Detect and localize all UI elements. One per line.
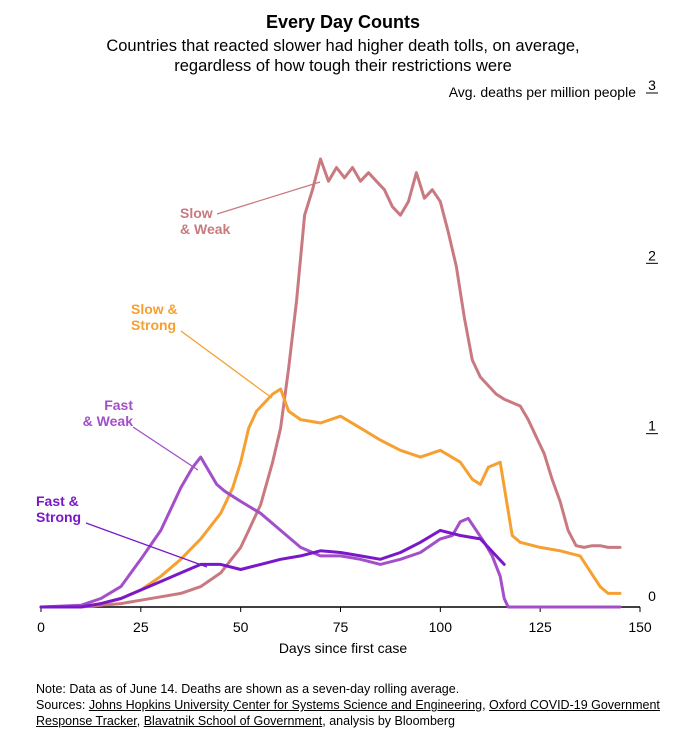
- y-axis-label: Avg. deaths per million people: [448, 84, 636, 100]
- x-tick-label-125: 125: [528, 619, 552, 635]
- x-axis-label: Days since first case: [278, 640, 408, 656]
- series-label-slow-strong-line-1: Strong: [131, 317, 176, 333]
- series-line-slow-weak: [39, 157, 622, 609]
- subtitle-line-1: Countries that reacted slower had higher…: [106, 37, 580, 55]
- note-text: Note: Data as of June 14. Deaths are sho…: [36, 682, 460, 696]
- series-label-fast-strong-line-1: Strong: [36, 509, 81, 525]
- leader-line-fast-weak: [132, 426, 199, 471]
- y-tick-label-0: 0: [648, 588, 656, 604]
- sources-text: Sources: Johns Hopkins University Center…: [36, 698, 660, 728]
- sources-suffix: , analysis by Bloomberg: [322, 714, 455, 728]
- sources-prefix: Sources:: [36, 698, 89, 712]
- source-link-oxford[interactable]: Oxford COVID-19 Government Response Trac…: [36, 698, 660, 728]
- series-label-slow-weak-line-1: & Weak: [180, 221, 231, 237]
- y-tick-label-1: 1: [648, 418, 656, 434]
- series-label-fast-weak-line-1: & Weak: [83, 413, 134, 429]
- chart-notes: Note: Data as of June 14. Deaths are sho…: [36, 681, 666, 729]
- source-link-jhu[interactable]: Johns Hopkins University Center for Syst…: [88, 698, 483, 712]
- series-line-slow-strong: [39, 387, 622, 609]
- x-tick-label-50: 50: [233, 619, 249, 635]
- series-label-slow-weak-line-0: Slow: [180, 205, 213, 221]
- source-link-blavatnik[interactable]: Blavatnik School of Government: [143, 714, 323, 728]
- leader-line-fast-strong: [85, 522, 208, 568]
- series-label-fast-strong-line-0: Fast &: [36, 493, 79, 509]
- series-label-fast-weak-line-0: Fast: [104, 397, 133, 413]
- x-tick-label-100: 100: [429, 619, 453, 635]
- y-tick-label-3: 3: [648, 77, 656, 93]
- series-line-fast-strong: [39, 528, 506, 609]
- leader-line-slow-weak: [216, 181, 321, 215]
- y-tick-label-2: 2: [648, 247, 656, 263]
- chart-subtitle: Countries that reacted slower had higher…: [0, 36, 686, 76]
- leader-line-slow-strong: [180, 330, 273, 399]
- series-line-fast-weak: [39, 455, 622, 609]
- x-tick-label-0: 0: [37, 619, 45, 635]
- x-tick-label-150: 150: [628, 619, 652, 635]
- chart-title: Every Day Counts: [265, 12, 421, 32]
- x-tick-label-25: 25: [133, 619, 149, 635]
- series-label-slow-strong-line-0: Slow &: [131, 301, 178, 317]
- x-tick-label-75: 75: [333, 619, 349, 635]
- subtitle-line-2: regardless of how tough their restrictio…: [174, 57, 512, 75]
